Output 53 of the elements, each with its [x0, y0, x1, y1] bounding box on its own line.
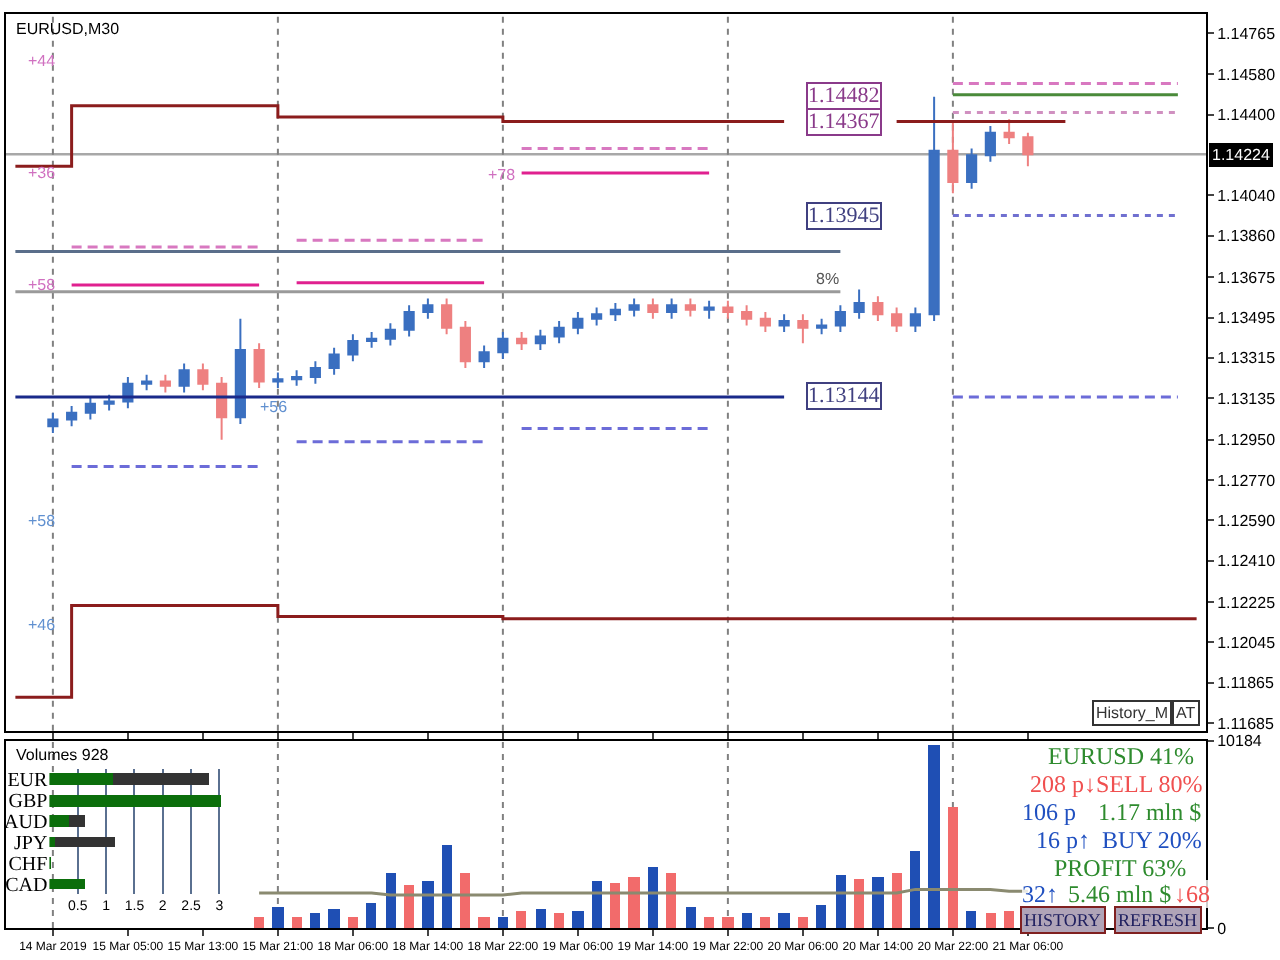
annotation: 106 p [1022, 798, 1076, 826]
y-tick-label: CAD [5, 874, 48, 897]
annotation: REFRESH [1118, 910, 1199, 930]
y-tick-label: 1.12410 [1217, 552, 1277, 571]
annotation: AT [1176, 704, 1196, 722]
y-tick-label: 1.14580 [1217, 66, 1277, 85]
y-tick-label: 1.13135 [1217, 389, 1277, 408]
y-tick-label: 1.12590 [1217, 511, 1277, 530]
y-tick-label: CHF [8, 853, 49, 876]
y-tick-label: EUR [7, 770, 49, 793]
annotation: +78 [488, 166, 517, 184]
annotation: History_M [1096, 704, 1169, 722]
y-tick-label: 1.12950 [1217, 431, 1277, 450]
chart-title: EURUSD,M30 [16, 20, 121, 38]
annotation: +58 [28, 276, 57, 294]
annotation: 1.13945 [808, 204, 881, 228]
annotation: 8% [816, 270, 840, 288]
annotation: EURUSD 41% [1048, 742, 1195, 770]
y-tick-label: 1.13860 [1217, 227, 1277, 246]
annotation: ↓68 [1174, 880, 1210, 908]
y-tick-label: 10184 [1217, 732, 1263, 751]
y-tick-label: 1.14040 [1217, 187, 1277, 206]
annotation: +46 [28, 616, 57, 634]
annotation: +36 [28, 164, 57, 182]
y-tick-label: AUD [4, 811, 48, 834]
y-tick-label: JPY [14, 832, 48, 855]
annotation: 32↑ [1022, 880, 1058, 908]
y-tick-label: GBP [8, 791, 49, 814]
y-tick-label: 1.13495 [1217, 309, 1277, 328]
annotation: 1.14482 [808, 84, 880, 108]
annotation: 1.17 mln $ [1098, 798, 1202, 826]
y-tick-label: 1.13315 [1217, 349, 1277, 368]
y-tick-label: 1.12770 [1217, 471, 1277, 490]
annotation: 1.13144 [808, 384, 881, 408]
annotation: 16 p↑ BUY 20% [1036, 826, 1202, 854]
y-tick-label: 1.12225 [1217, 593, 1277, 612]
annotation: 5.46 mln $ [1068, 880, 1172, 908]
annotation: +56 [260, 398, 289, 416]
annotation: HISTORY [1024, 910, 1102, 930]
annotation: +58 [28, 512, 57, 530]
y-tick-label: 1.14765 [1217, 24, 1277, 43]
annotation: +44 [28, 52, 57, 70]
ref-line-label: 1.14224 [1212, 146, 1271, 164]
y-tick-label: 1.14400 [1217, 106, 1277, 125]
annotation: 208 p↓SELL 80% [1030, 770, 1203, 798]
y-tick-label: 1.12045 [1217, 633, 1277, 652]
annotation: 1.14367 [808, 110, 881, 134]
y-tick-label: 1.13675 [1217, 268, 1277, 287]
chart-title: Volumes 928 [16, 746, 110, 764]
y-tick-label: 1.11685 [1217, 714, 1275, 733]
y-tick-label: 1.11865 [1217, 674, 1275, 693]
annotation: PROFIT 63% [1054, 854, 1187, 882]
y-tick-label: 0 [1217, 919, 1228, 938]
